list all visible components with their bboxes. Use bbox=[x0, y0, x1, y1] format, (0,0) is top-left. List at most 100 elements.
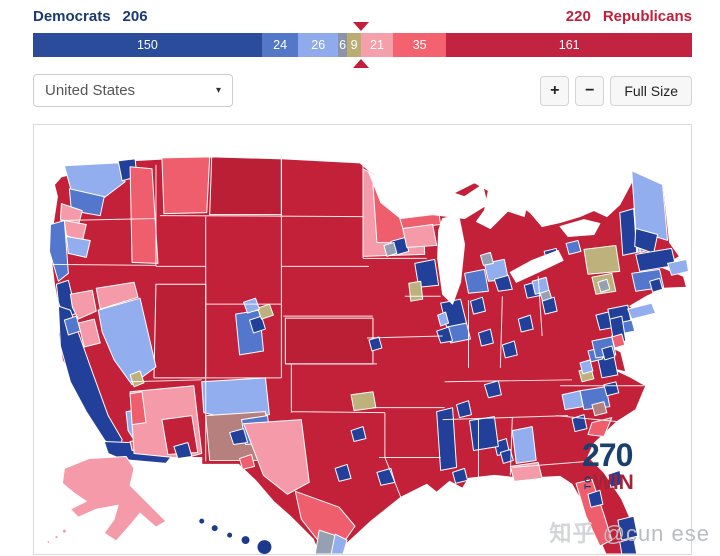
district-shape[interactable] bbox=[517, 314, 534, 333]
district-shape[interactable] bbox=[63, 315, 81, 336]
district-shape[interactable] bbox=[649, 277, 664, 293]
district-shape[interactable] bbox=[210, 524, 219, 533]
district-shape[interactable] bbox=[334, 463, 352, 482]
district-shape[interactable] bbox=[198, 517, 206, 525]
district-shape[interactable] bbox=[77, 318, 101, 348]
district-shape[interactable] bbox=[541, 296, 558, 315]
hawaii[interactable] bbox=[198, 517, 273, 554]
zoom-in-button[interactable]: + bbox=[540, 75, 570, 106]
district-shape[interactable] bbox=[284, 317, 374, 365]
district-shape[interactable] bbox=[95, 281, 139, 310]
district-shape[interactable] bbox=[173, 442, 193, 459]
majority-marker-top[interactable] bbox=[352, 22, 369, 31]
bar-segment-toss-up[interactable]: 9 bbox=[347, 33, 361, 57]
district-shape[interactable] bbox=[69, 289, 97, 320]
district-shape[interactable] bbox=[161, 156, 211, 215]
district-shape[interactable] bbox=[61, 455, 167, 542]
district-shape[interactable] bbox=[350, 391, 377, 412]
district-shape[interactable] bbox=[587, 417, 613, 438]
district-shape[interactable] bbox=[437, 311, 450, 327]
district-shape[interactable] bbox=[587, 489, 604, 508]
district-shape[interactable] bbox=[511, 426, 537, 464]
district-shape[interactable] bbox=[368, 172, 488, 220]
district-shape[interactable] bbox=[452, 467, 469, 484]
district-shape[interactable] bbox=[129, 370, 145, 388]
district-shape[interactable] bbox=[571, 414, 588, 433]
us-house-district-map[interactable] bbox=[34, 125, 691, 554]
district-shape[interactable] bbox=[591, 401, 608, 417]
district-shape[interactable] bbox=[597, 278, 611, 293]
district-shape[interactable] bbox=[243, 419, 310, 495]
district-shape[interactable] bbox=[54, 534, 59, 540]
district-shape[interactable] bbox=[97, 297, 157, 386]
district-shape[interactable] bbox=[493, 274, 513, 292]
district-shape[interactable] bbox=[667, 258, 689, 276]
district-shape[interactable] bbox=[48, 220, 69, 282]
district-shape[interactable] bbox=[631, 170, 669, 241]
district-shape[interactable] bbox=[436, 407, 458, 471]
district-shape[interactable] bbox=[479, 251, 494, 266]
district-shape[interactable] bbox=[619, 537, 638, 554]
majority-marker-bottom[interactable] bbox=[352, 59, 369, 68]
district-patches[interactable] bbox=[48, 156, 689, 554]
district-shape[interactable] bbox=[579, 359, 594, 375]
district-shape[interactable] bbox=[249, 315, 266, 334]
district-shape[interactable] bbox=[601, 345, 616, 361]
district-shape[interactable] bbox=[330, 533, 348, 554]
district-shape[interactable] bbox=[499, 448, 514, 464]
district-shape[interactable] bbox=[314, 529, 338, 554]
district-shape[interactable] bbox=[65, 235, 91, 258]
district-shape[interactable] bbox=[489, 184, 529, 218]
district-shape[interactable] bbox=[477, 328, 494, 347]
district-shape[interactable] bbox=[619, 208, 638, 256]
district-shape[interactable] bbox=[583, 244, 621, 275]
district-shape[interactable] bbox=[383, 241, 398, 257]
district-shape[interactable] bbox=[256, 303, 274, 320]
district-shape[interactable] bbox=[414, 258, 440, 288]
bar-segment-lean-dem[interactable]: 26 bbox=[298, 33, 339, 57]
district-shape[interactable] bbox=[603, 381, 620, 397]
zoom-out-button[interactable]: − bbox=[575, 75, 605, 106]
district-shape[interactable] bbox=[565, 239, 582, 255]
district-shape[interactable] bbox=[469, 296, 486, 315]
district-shape[interactable] bbox=[501, 340, 518, 359]
district-shape[interactable] bbox=[229, 428, 249, 446]
alaska[interactable] bbox=[46, 455, 167, 544]
district-shape[interactable] bbox=[402, 224, 438, 248]
district-shape[interactable] bbox=[437, 214, 466, 305]
district-shape[interactable] bbox=[627, 302, 657, 320]
district-shape[interactable] bbox=[239, 453, 256, 470]
district-shape[interactable] bbox=[129, 166, 159, 264]
district-shape[interactable] bbox=[408, 280, 424, 302]
district-shape[interactable] bbox=[368, 336, 383, 352]
district-shape[interactable] bbox=[607, 469, 624, 488]
bar-segment-lean-rep[interactable]: 21 bbox=[360, 33, 393, 57]
full-size-button[interactable]: Full Size bbox=[610, 75, 692, 106]
district-shape[interactable] bbox=[240, 535, 251, 546]
district-shape[interactable] bbox=[436, 326, 454, 344]
bar-segment-likely-rep[interactable]: 35 bbox=[393, 33, 447, 57]
district-shape[interactable] bbox=[456, 400, 472, 419]
district-shape[interactable] bbox=[617, 515, 639, 541]
district-shape[interactable] bbox=[561, 390, 584, 411]
district-shape[interactable] bbox=[350, 426, 367, 443]
district-shape[interactable] bbox=[469, 416, 499, 451]
district-shape[interactable] bbox=[209, 156, 282, 216]
district-shape[interactable] bbox=[129, 391, 147, 426]
district-shape[interactable] bbox=[226, 531, 234, 539]
region-select[interactable]: United States ▾ bbox=[33, 74, 233, 107]
bar-segment-safe-dem[interactable]: 150 bbox=[33, 33, 262, 57]
district-shape[interactable] bbox=[153, 283, 207, 379]
district-shape[interactable] bbox=[243, 297, 260, 314]
bar-segment-safe-rep[interactable]: 161 bbox=[446, 33, 692, 57]
district-shape[interactable] bbox=[464, 268, 489, 294]
bar-segment-likely-dem[interactable]: 24 bbox=[261, 33, 299, 57]
district-shape[interactable] bbox=[559, 219, 601, 237]
district-shape[interactable] bbox=[509, 249, 564, 283]
district-shape[interactable] bbox=[46, 540, 51, 544]
district-shape[interactable] bbox=[61, 528, 67, 534]
district-shape[interactable] bbox=[256, 539, 273, 554]
district-shape[interactable] bbox=[575, 478, 613, 547]
bar-segment-tilt-dem[interactable]: 6 bbox=[338, 33, 348, 57]
district-shape[interactable] bbox=[483, 380, 502, 399]
